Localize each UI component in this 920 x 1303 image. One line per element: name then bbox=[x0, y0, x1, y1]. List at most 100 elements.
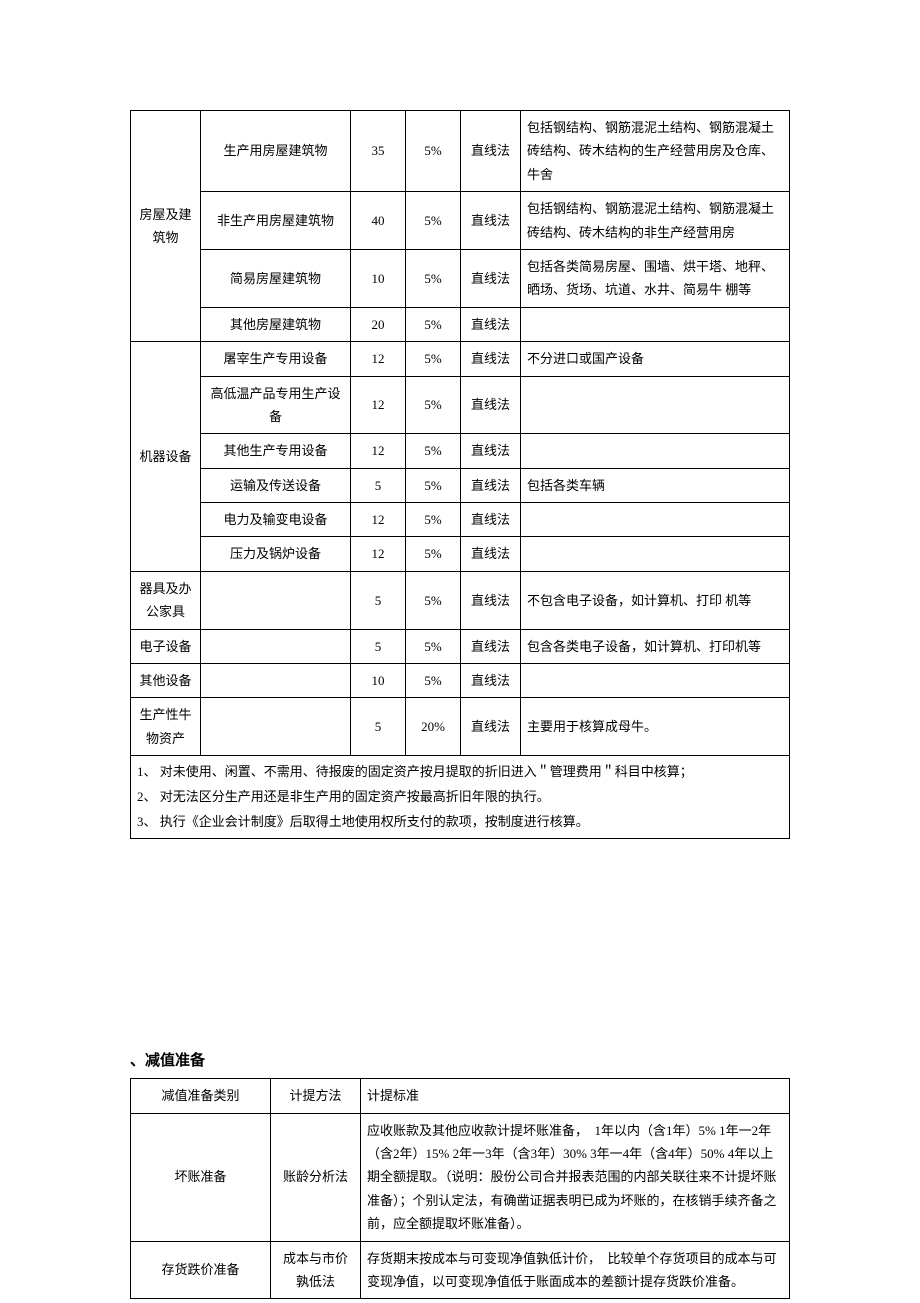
subcategory-cell: 非生产用房屋建筑物 bbox=[201, 192, 351, 250]
header-cell: 减值准备类别 bbox=[131, 1079, 271, 1113]
table-row: 其他生产专用设备125%直线法 bbox=[131, 434, 790, 468]
category-cell: 生产性牛物资产 bbox=[131, 698, 201, 756]
rate-cell: 5% bbox=[406, 503, 461, 537]
table-row: 存货跌价准备成本与市价孰低法存货期末按成本与可变现净值孰低计价， 比较单个存货项… bbox=[131, 1241, 790, 1299]
depreciation-table-container: 房屋及建筑物生产用房屋建筑物355%直线法包括钢结构、钢筋混泥土结构、钢筋混凝土… bbox=[130, 110, 790, 839]
subcategory-cell: 高低温产品专用生产设备 bbox=[201, 376, 351, 434]
remark-cell: 包括钢结构、钢筋混泥土结构、钢筋混凝土砖结构、砖木结构的生产经营用房及仓库、牛舍 bbox=[521, 111, 790, 192]
years-cell: 40 bbox=[351, 192, 406, 250]
rate-cell: 5% bbox=[406, 434, 461, 468]
method-cell: 直线法 bbox=[461, 537, 521, 571]
method-cell: 直线法 bbox=[461, 192, 521, 250]
notes-cell: 1、 对未使用、闲置、不需用、待报废的固定资产按月提取的折旧进入＂管理费用＂科目… bbox=[131, 756, 790, 839]
remark-cell: 不包含电子设备，如计算机、打印 机等 bbox=[521, 571, 790, 629]
impairment-table-container: 减值准备类别计提方法计提标准坏账准备账龄分析法应收账款及其他应收款计提坏账准备，… bbox=[130, 1078, 790, 1299]
method-cell: 直线法 bbox=[461, 571, 521, 629]
table-row: 压力及锅炉设备125%直线法 bbox=[131, 537, 790, 571]
rate-cell: 5% bbox=[406, 571, 461, 629]
remark-cell: 包括各类简易房屋、围墙、烘干塔、地秤、 晒场、货场、坑道、水井、简易牛 棚等 bbox=[521, 249, 790, 307]
impairment-table: 减值准备类别计提方法计提标准坏账准备账龄分析法应收账款及其他应收款计提坏账准备，… bbox=[130, 1078, 790, 1299]
subcategory-cell bbox=[201, 571, 351, 629]
note-line: 1、 对未使用、闲置、不需用、待报废的固定资产按月提取的折旧进入＂管理费用＂科目… bbox=[137, 760, 783, 785]
method-cell: 直线法 bbox=[461, 249, 521, 307]
years-cell: 10 bbox=[351, 249, 406, 307]
years-cell: 20 bbox=[351, 307, 406, 341]
method-cell: 直线法 bbox=[461, 698, 521, 756]
remark-cell bbox=[521, 537, 790, 571]
subcategory-cell: 运输及传送设备 bbox=[201, 468, 351, 502]
table-row: 非生产用房屋建筑物405%直线法包括钢结构、钢筋混泥土结构、钢筋混凝土砖结构、砖… bbox=[131, 192, 790, 250]
notes-row: 1、 对未使用、闲置、不需用、待报废的固定资产按月提取的折旧进入＂管理费用＂科目… bbox=[131, 756, 790, 839]
subcategory-cell bbox=[201, 698, 351, 756]
years-cell: 10 bbox=[351, 664, 406, 698]
rate-cell: 5% bbox=[406, 249, 461, 307]
method-cell: 账龄分析法 bbox=[271, 1113, 361, 1241]
table-row: 电子设备55%直线法包含各类电子设备，如计算机、打印机等 bbox=[131, 629, 790, 663]
method-cell: 成本与市价孰低法 bbox=[271, 1241, 361, 1299]
years-cell: 5 bbox=[351, 698, 406, 756]
category-cell: 机器设备 bbox=[131, 342, 201, 572]
table-row: 房屋及建筑物生产用房屋建筑物355%直线法包括钢结构、钢筋混泥土结构、钢筋混凝土… bbox=[131, 111, 790, 192]
table-row: 电力及输变电设备125%直线法 bbox=[131, 503, 790, 537]
note-line: 3、 执行《企业会计制度》后取得土地使用权所支付的款项，按制度进行核算。 bbox=[137, 810, 783, 835]
table-row: 其他设备 105%直线法 bbox=[131, 664, 790, 698]
rate-cell: 5% bbox=[406, 629, 461, 663]
note-line: 2、 对无法区分生产用还是非生产用的固定资产按最高折旧年限的执行。 bbox=[137, 785, 783, 810]
remark-cell bbox=[521, 503, 790, 537]
rate-cell: 5% bbox=[406, 307, 461, 341]
subcategory-cell: 生产用房屋建筑物 bbox=[201, 111, 351, 192]
remark-cell bbox=[521, 664, 790, 698]
subcategory-cell: 其他生产专用设备 bbox=[201, 434, 351, 468]
category-cell: 电子设备 bbox=[131, 629, 201, 663]
remark-cell bbox=[521, 434, 790, 468]
section-heading-impairment: 、减值准备 bbox=[130, 1049, 790, 1070]
years-cell: 5 bbox=[351, 629, 406, 663]
table-row: 坏账准备账龄分析法应收账款及其他应收款计提坏账准备， 1年以内（含1年）5% 1… bbox=[131, 1113, 790, 1241]
depreciation-table: 房屋及建筑物生产用房屋建筑物355%直线法包括钢结构、钢筋混泥土结构、钢筋混凝土… bbox=[130, 110, 790, 839]
table-row: 简易房屋建筑物105%直线法包括各类简易房屋、围墙、烘干塔、地秤、 晒场、货场、… bbox=[131, 249, 790, 307]
years-cell: 5 bbox=[351, 468, 406, 502]
standard-cell: 应收账款及其他应收款计提坏账准备， 1年以内（含1年）5% 1年一2年（含2年）… bbox=[361, 1113, 790, 1241]
rate-cell: 5% bbox=[406, 537, 461, 571]
table-row: 运输及传送设备55%直线法包括各类车辆 bbox=[131, 468, 790, 502]
subcategory-cell: 简易房屋建筑物 bbox=[201, 249, 351, 307]
rate-cell: 20% bbox=[406, 698, 461, 756]
method-cell: 直线法 bbox=[461, 664, 521, 698]
method-cell: 直线法 bbox=[461, 376, 521, 434]
method-cell: 直线法 bbox=[461, 503, 521, 537]
years-cell: 5 bbox=[351, 571, 406, 629]
header-row: 减值准备类别计提方法计提标准 bbox=[131, 1079, 790, 1113]
subcategory-cell: 屠宰生产专用设备 bbox=[201, 342, 351, 376]
subcategory-cell: 其他房屋建筑物 bbox=[201, 307, 351, 341]
method-cell: 直线法 bbox=[461, 111, 521, 192]
years-cell: 12 bbox=[351, 342, 406, 376]
table-row: 机器设备屠宰生产专用设备125%直线法不分进口或国产设备 bbox=[131, 342, 790, 376]
category-cell: 其他设备 bbox=[131, 664, 201, 698]
header-cell: 计提标准 bbox=[361, 1079, 790, 1113]
table-row: 高低温产品专用生产设备125%直线法 bbox=[131, 376, 790, 434]
table-row: 生产性牛物资产 520%直线法主要用于核算成母牛。 bbox=[131, 698, 790, 756]
rate-cell: 5% bbox=[406, 111, 461, 192]
rate-cell: 5% bbox=[406, 664, 461, 698]
remark-cell bbox=[521, 376, 790, 434]
subcategory-cell bbox=[201, 664, 351, 698]
category-cell: 房屋及建筑物 bbox=[131, 111, 201, 342]
years-cell: 12 bbox=[351, 434, 406, 468]
standard-cell: 存货期末按成本与可变现净值孰低计价， 比较单个存货项目的成本与可变现净值，以可变… bbox=[361, 1241, 790, 1299]
remark-cell: 包含各类电子设备，如计算机、打印机等 bbox=[521, 629, 790, 663]
type-cell: 坏账准备 bbox=[131, 1113, 271, 1241]
years-cell: 12 bbox=[351, 503, 406, 537]
subcategory-cell: 压力及锅炉设备 bbox=[201, 537, 351, 571]
header-cell: 计提方法 bbox=[271, 1079, 361, 1113]
remark-cell: 主要用于核算成母牛。 bbox=[521, 698, 790, 756]
years-cell: 12 bbox=[351, 537, 406, 571]
remark-cell bbox=[521, 307, 790, 341]
subcategory-cell bbox=[201, 629, 351, 663]
rate-cell: 5% bbox=[406, 342, 461, 376]
remark-cell: 包括各类车辆 bbox=[521, 468, 790, 502]
method-cell: 直线法 bbox=[461, 342, 521, 376]
rate-cell: 5% bbox=[406, 192, 461, 250]
category-cell: 器具及办公家具 bbox=[131, 571, 201, 629]
table-row: 其他房屋建筑物205%直线法 bbox=[131, 307, 790, 341]
method-cell: 直线法 bbox=[461, 468, 521, 502]
